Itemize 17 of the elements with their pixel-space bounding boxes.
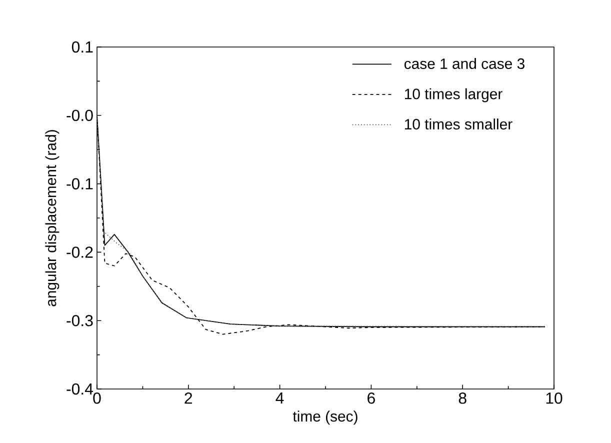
y-tick-label: -0.3	[66, 314, 93, 326]
x-axis-title: time (sec)	[292, 410, 358, 425]
x-tick-label: 4	[276, 392, 284, 404]
x-tick-label: 6	[368, 392, 375, 404]
y-tick-label: -0.1	[66, 178, 93, 190]
x-tick-label: 2	[184, 392, 192, 404]
y-tick-label: -0.4	[66, 383, 94, 395]
y-tick-label: -0.2	[66, 246, 93, 258]
y-tick-label: 0.1	[72, 41, 93, 53]
legend-label: 10 times larger	[404, 88, 502, 102]
legend-label: 10 times smaller	[404, 118, 512, 130]
y-axis-title: angular displacement (rad)	[45, 130, 60, 306]
x-tick-label: 0	[93, 392, 101, 404]
legend-label: case 1 and case 3	[404, 58, 524, 69]
x-tick-label: 10	[546, 392, 562, 404]
x-tick-label: 8	[458, 392, 466, 404]
y-tick-label: -0.0	[66, 110, 93, 122]
